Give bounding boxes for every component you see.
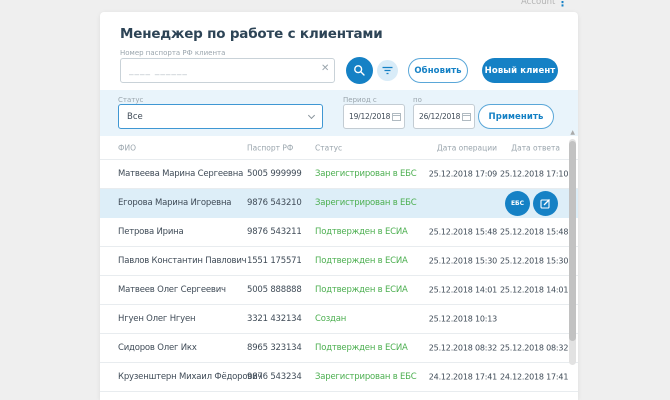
table-row[interactable]: Егорова Марина Игоревна 9876 543210 Заре… bbox=[100, 189, 578, 218]
cell-fio: Матвеева Марина Сергеевна bbox=[118, 169, 244, 179]
scrollbar-track[interactable] bbox=[569, 139, 576, 365]
cell-fio: Сидоров Олег Икх bbox=[118, 343, 197, 353]
cell-op-date: 25.12.2018 15:30 bbox=[428, 256, 497, 266]
chevron-down-icon bbox=[307, 111, 316, 120]
cell-resp-date: 25.12.2018 15:30 bbox=[500, 256, 569, 266]
cell-status: Подтвержден в ЕСИА bbox=[315, 285, 408, 295]
period-to-label: по bbox=[413, 96, 422, 104]
ebs-button[interactable]: ЕБС bbox=[505, 191, 530, 216]
filter-button[interactable] bbox=[377, 60, 398, 81]
cell-op-date: 25.12.2018 15:48 bbox=[428, 227, 497, 237]
scrollbar-thumb[interactable] bbox=[569, 141, 576, 341]
cell-passport: 5005 999999 bbox=[247, 169, 302, 179]
status-select[interactable]: Все bbox=[118, 104, 323, 129]
period-from-input[interactable]: 19/12/2018 bbox=[343, 104, 405, 129]
table-row[interactable]: Петрова Ирина 9876 543211 Подтвержден в … bbox=[100, 218, 578, 247]
column-header-resp-date: Дата ответа bbox=[511, 143, 560, 152]
account-label[interactable]: Account bbox=[521, 0, 556, 7]
cell-status: Зарегистрирован в ЕБС bbox=[315, 169, 417, 179]
cell-passport: 9876 543234 bbox=[247, 372, 302, 382]
cell-op-date: 24.12.2018 17:41 bbox=[428, 372, 497, 382]
cell-resp-date: 25.12.2018 14:01 bbox=[500, 285, 569, 295]
status-select-label: Статус bbox=[118, 96, 144, 104]
edit-button[interactable] bbox=[533, 191, 558, 216]
cell-status: Подтвержден в ЕСИА bbox=[315, 256, 408, 266]
table-row[interactable]: Сидоров Олег Икх 9876 543245 Создан 24.1… bbox=[100, 392, 578, 400]
cell-status: Подтвержден в ЕСИА bbox=[315, 343, 408, 353]
period-to-value: 26/12/2018 bbox=[419, 112, 461, 121]
kebab-menu-icon[interactable]: ⋮ bbox=[557, 0, 568, 9]
cell-resp-date: 24.12.2018 17:41 bbox=[500, 372, 569, 382]
row-actions: ЕБС bbox=[505, 191, 558, 216]
status-select-value: Все bbox=[127, 111, 143, 122]
cell-op-date: 25.12.2018 10:13 bbox=[428, 314, 497, 324]
period-to-input[interactable]: 26/12/2018 bbox=[413, 104, 475, 129]
table-row[interactable]: Матвеева Марина Сергеевна 5005 999999 За… bbox=[100, 160, 578, 189]
search-icon bbox=[353, 64, 366, 77]
page-title: Менеджер по работе с клиентами bbox=[120, 26, 383, 42]
search-button[interactable] bbox=[346, 57, 373, 84]
cell-resp-date: 25.12.2018 08:32 bbox=[500, 343, 569, 353]
cell-fio: Егорова Марина Игоревна bbox=[118, 198, 232, 208]
refresh-button[interactable]: Обновить bbox=[408, 58, 468, 83]
cell-passport: 9876 543211 bbox=[247, 227, 302, 237]
column-header-status: Статус bbox=[315, 143, 343, 152]
cell-op-date: 25.12.2018 17:09 bbox=[428, 169, 497, 179]
column-header-op-date: Дата операции bbox=[436, 143, 497, 152]
cell-passport: 5005 888888 bbox=[247, 285, 302, 295]
cell-fio: Крузенштерн Михаил Фёдорович bbox=[118, 372, 263, 382]
clear-input-icon[interactable]: ✕ bbox=[321, 63, 330, 74]
calendar-icon[interactable] bbox=[462, 112, 471, 121]
cell-resp-date: 25.12.2018 17:10 bbox=[500, 169, 569, 179]
cell-passport: 3321 432134 bbox=[247, 314, 302, 324]
cell-passport: 9876 543210 bbox=[247, 198, 302, 208]
calendar-icon[interactable] bbox=[392, 112, 401, 121]
table-header: ФИО Паспорт РФ Статус Дата операции Дата… bbox=[100, 136, 578, 160]
table-body: Матвеева Марина Сергеевна 5005 999999 За… bbox=[100, 160, 578, 400]
table-row[interactable]: Павлов Константин Павлович 1551 175571 П… bbox=[100, 247, 578, 276]
scrollbar-up-icon[interactable]: ▲ bbox=[570, 129, 575, 136]
passport-number-input[interactable] bbox=[120, 58, 335, 83]
edit-icon bbox=[540, 198, 551, 209]
filter-icon bbox=[382, 66, 393, 75]
period-from-value: 19/12/2018 bbox=[349, 112, 391, 121]
cell-status: Зарегистрирован в ЕБС bbox=[315, 372, 417, 382]
cell-status: Подтвержден в ЕСИА bbox=[315, 227, 408, 237]
cell-passport: 1551 175571 bbox=[247, 256, 302, 266]
table-row[interactable]: Нгуен Олег Нгуен 3321 432134 Создан 25.1… bbox=[100, 305, 578, 334]
period-from-label: Период с bbox=[343, 96, 377, 104]
cell-status: Зарегистрирован в ЕБС bbox=[315, 198, 417, 208]
new-client-button[interactable]: Новый клиент bbox=[482, 58, 558, 83]
cell-fio: Нгуен Олег Нгуен bbox=[118, 314, 196, 324]
table-row[interactable]: Матвеев Олег Сергеевич 5005 888888 Подтв… bbox=[100, 276, 578, 305]
table-row[interactable]: Сидоров Олег Икх 8965 323134 Подтвержден… bbox=[100, 334, 578, 363]
cell-status: Создан bbox=[315, 314, 347, 324]
main-panel: Менеджер по работе с клиентами Номер пас… bbox=[100, 12, 578, 400]
cell-fio: Павлов Константин Павлович bbox=[118, 256, 247, 266]
cell-passport: 8965 323134 bbox=[247, 343, 302, 353]
table-row[interactable]: Крузенштерн Михаил Фёдорович 9876 543234… bbox=[100, 363, 578, 392]
cell-resp-date: 25.12.2018 15:48 bbox=[500, 227, 569, 237]
filter-bar: Статус Все Период с 19/12/2018 по 26/12/… bbox=[100, 90, 578, 136]
column-header-passport: Паспорт РФ bbox=[247, 143, 294, 152]
cell-fio: Матвеев Олег Сергеевич bbox=[118, 285, 226, 295]
cell-op-date: 25.12.2018 08:32 bbox=[428, 343, 497, 353]
passport-input-label: Номер паспорта РФ клиента bbox=[120, 49, 226, 57]
cell-op-date: 25.12.2018 14:01 bbox=[428, 285, 497, 295]
column-header-fio: ФИО bbox=[118, 143, 136, 152]
cell-fio: Петрова Ирина bbox=[118, 227, 184, 237]
apply-button[interactable]: Применить bbox=[478, 104, 554, 129]
